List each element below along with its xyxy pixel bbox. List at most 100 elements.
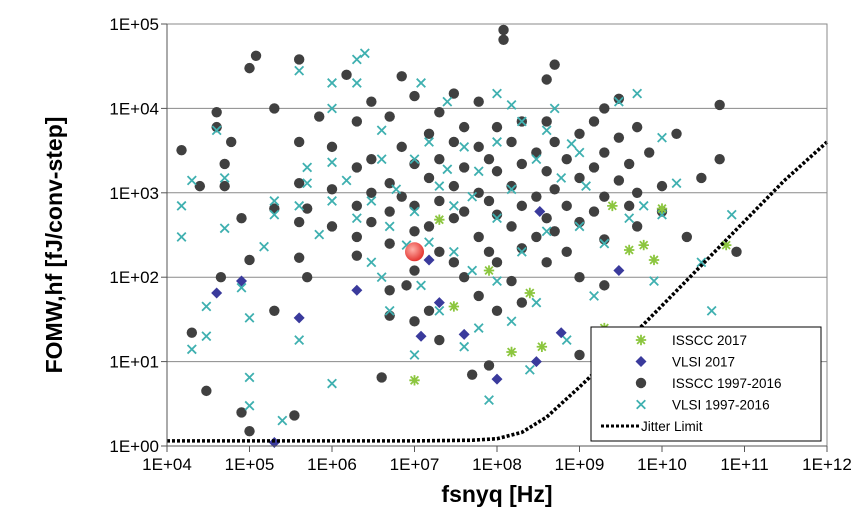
data-point	[376, 372, 387, 383]
data-point	[219, 158, 230, 170]
data-point	[244, 62, 255, 74]
data-point	[574, 272, 585, 283]
data-point	[536, 341, 548, 352]
data-point	[409, 265, 420, 276]
data-point	[483, 246, 495, 257]
data-point	[458, 206, 470, 217]
data-point	[706, 305, 717, 316]
data-point	[448, 200, 459, 211]
data-point	[289, 410, 300, 421]
data-point	[648, 254, 660, 266]
data-point	[416, 78, 426, 88]
data-point	[458, 272, 470, 283]
data-point	[483, 265, 495, 276]
data-point	[448, 246, 459, 257]
data-point	[409, 316, 420, 327]
data-point	[366, 216, 377, 228]
y-tick-label: 1E+04	[109, 99, 159, 118]
data-point	[351, 231, 363, 243]
data-point	[467, 191, 478, 202]
data-point	[549, 136, 560, 148]
data-point	[458, 121, 470, 133]
series-isscc-1997-2016	[176, 24, 742, 437]
data-point	[351, 213, 362, 224]
data-point	[492, 88, 502, 99]
data-point	[492, 276, 502, 286]
data-point	[531, 297, 542, 308]
data-point	[293, 216, 305, 228]
data-point	[483, 360, 495, 371]
data-point	[549, 184, 560, 195]
data-point	[656, 180, 668, 192]
data-point	[555, 327, 567, 339]
data-point	[442, 96, 453, 107]
data-point	[638, 200, 649, 211]
data-point	[384, 111, 395, 122]
data-point	[671, 178, 682, 189]
data-point	[599, 103, 610, 114]
data-point	[635, 377, 647, 389]
data-point	[293, 54, 305, 65]
data-point	[293, 136, 305, 148]
data-point	[409, 375, 420, 386]
data-point	[434, 154, 445, 165]
data-point	[483, 154, 495, 165]
data-point	[681, 231, 693, 243]
data-point	[473, 323, 484, 333]
data-point	[491, 209, 503, 220]
data-point	[434, 214, 445, 225]
x-tick-label: 1E+06	[307, 455, 357, 474]
data-point	[409, 349, 420, 360]
x-axis-title: fsnyq [Hz]	[441, 481, 552, 507]
data-point	[409, 90, 420, 102]
data-point	[613, 132, 625, 143]
data-point	[401, 280, 412, 291]
data-point	[351, 116, 363, 127]
data-point	[366, 96, 377, 107]
data-point	[498, 34, 509, 45]
data-point	[524, 364, 535, 375]
data-point	[294, 200, 305, 211]
data-point	[467, 265, 478, 276]
data-point	[384, 238, 395, 249]
data-point	[644, 147, 655, 158]
data-point	[277, 415, 288, 426]
x-tick-label: 1E+11	[720, 455, 768, 474]
data-point	[561, 246, 572, 257]
data-point	[302, 178, 313, 189]
data-point	[327, 157, 337, 168]
y-tick-label: 1E+02	[109, 268, 159, 287]
data-point	[384, 305, 395, 316]
data-point	[250, 50, 262, 61]
data-point	[176, 144, 187, 156]
data-point	[466, 369, 478, 380]
data-point	[473, 141, 484, 153]
data-point	[351, 200, 363, 212]
data-point	[516, 116, 527, 127]
data-point	[624, 213, 635, 224]
data-point	[506, 316, 517, 327]
data-point	[599, 147, 610, 158]
data-point	[194, 180, 206, 192]
data-point	[236, 213, 247, 224]
data-point	[186, 344, 197, 355]
data-point	[244, 425, 255, 437]
data-point	[506, 180, 517, 192]
data-point	[219, 173, 230, 183]
data-point	[294, 335, 305, 345]
data-point	[506, 275, 517, 287]
data-point	[613, 175, 625, 186]
data-point	[424, 137, 434, 147]
data-point	[574, 147, 585, 158]
data-point	[293, 252, 305, 263]
legend: ISSCC 2017 VLSI 2017 ISSCC 1997-2016 VLSI 1…	[590, 326, 822, 442]
data-point	[714, 154, 725, 165]
x-tick-label: 1E+10	[637, 455, 687, 474]
data-point	[294, 65, 305, 76]
data-point	[448, 257, 460, 268]
data-point	[424, 237, 434, 248]
data-point	[588, 162, 600, 173]
data-point	[448, 301, 460, 312]
data-point	[506, 99, 517, 110]
data-point	[561, 335, 572, 345]
